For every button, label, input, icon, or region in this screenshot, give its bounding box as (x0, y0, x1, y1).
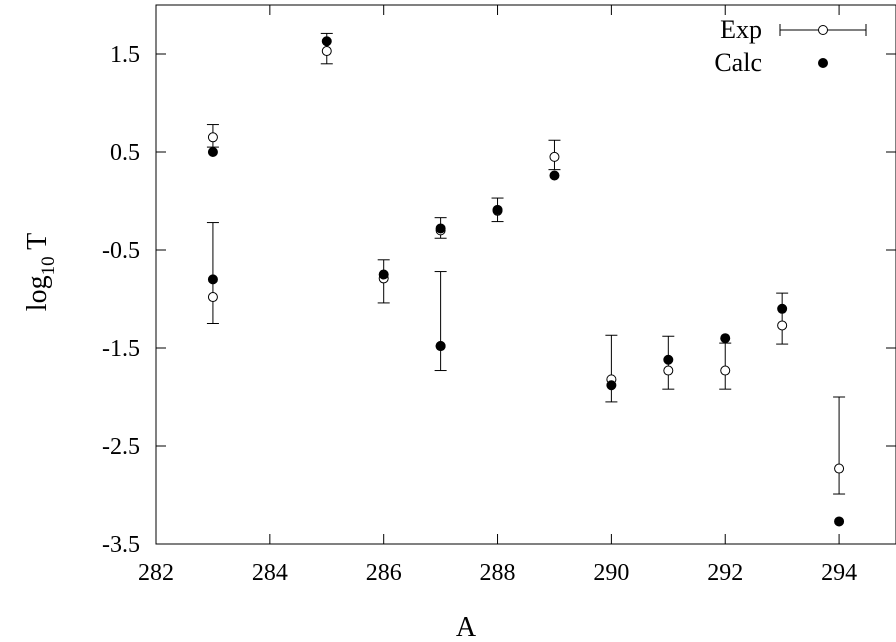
exp-point (207, 132, 218, 143)
calc-point (207, 147, 218, 157)
data-points (207, 36, 845, 527)
x-tick-label: 294 (821, 560, 857, 586)
x-tick-label: 290 (593, 560, 629, 586)
plot-frame (155, 4, 896, 545)
calc-point (378, 269, 389, 280)
y-axis-title-subscript: 10 (38, 256, 59, 275)
exp-error-bars (206, 32, 846, 495)
legend: Exp Calc (714, 15, 867, 77)
calc-point (834, 516, 845, 527)
x-tick-label: 288 (480, 560, 516, 586)
tick-marks (155, 5, 896, 545)
calc-point (606, 380, 617, 391)
legend-label-calc: Calc (714, 48, 762, 77)
y-tick-label: -3.5 (102, 532, 140, 558)
calc-point (777, 303, 788, 314)
calc-point (435, 223, 446, 234)
exp-point (720, 365, 731, 376)
y-tick-label: -2.5 (102, 434, 140, 460)
y-tick-label: 1.5 (110, 42, 140, 68)
x-axis-title: A (456, 612, 477, 642)
exp-point (207, 292, 218, 303)
exp-point (663, 365, 674, 376)
calc-point (720, 333, 731, 344)
tick-labels: 282 284 286 288 290 292 294 1.5 0.5 -0.5 -1.5 -2.5 -… (102, 42, 857, 586)
y-tick-label: -0.5 (102, 238, 140, 264)
calc-point (549, 170, 560, 181)
calc-point (663, 354, 674, 365)
y-axis-title: log10 T (22, 233, 59, 311)
calc-point (492, 204, 503, 215)
exp-point (834, 463, 845, 474)
x-tick-label: 282 (138, 560, 174, 586)
calc-point (207, 274, 218, 285)
x-tick-label: 286 (366, 560, 402, 586)
legend-label-exp: Exp (720, 15, 762, 44)
calc-point (321, 36, 332, 47)
x-tick-label: 284 (252, 560, 288, 586)
y-axis-title-base: log (22, 275, 53, 311)
exp-point (321, 46, 332, 57)
y-tick-label: 0.5 (110, 140, 140, 166)
x-tick-label: 292 (707, 560, 743, 586)
legend-marker-exp (818, 25, 828, 35)
y-tick-label: -1.5 (102, 336, 140, 362)
exp-point (777, 320, 788, 331)
exp-point (549, 151, 560, 162)
calc-point (435, 341, 446, 352)
legend-marker-calc (818, 58, 828, 68)
axes (155, 4, 896, 545)
y-axis-title-rest: T (22, 233, 53, 257)
